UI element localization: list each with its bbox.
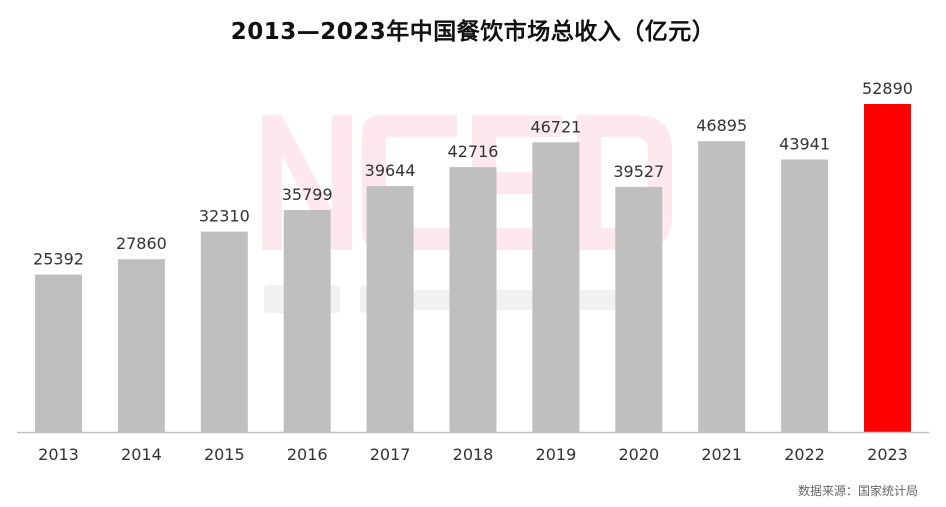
x-tick-labels-group: 2013 2014 2015 2016 2017 2018 2019 2020 2021 2022… (38, 445, 908, 464)
x-tick-label-2023: 2023 (867, 445, 908, 464)
value-label-2013: 25392 (33, 250, 84, 269)
value-label-2015: 32310 (199, 207, 250, 226)
x-tick-label-2014: 2014 (121, 445, 162, 464)
x-tick-label-2021: 2021 (701, 445, 742, 464)
bar-2022 (781, 159, 829, 432)
bar-2020 (615, 186, 663, 432)
chart-title: 2013—2023年中国餐饮市场总收入（亿元） (230, 19, 716, 45)
bar-2023 (864, 104, 911, 432)
value-label-2018: 42716 (448, 142, 499, 161)
x-tick-label-2017: 2017 (370, 445, 411, 464)
value-labels-group: 25392 27860 32310 35799 39644 42716 46721 39527… (33, 79, 913, 269)
x-tick-label-2018: 2018 (453, 445, 494, 464)
value-label-2022: 43941 (779, 135, 830, 154)
bar-2021 (698, 141, 746, 432)
bar-2019 (532, 142, 580, 433)
value-label-2019: 46721 (530, 117, 581, 136)
bar-2014 (117, 259, 165, 432)
value-label-2023: 52890 (862, 79, 913, 98)
x-tick-label-2016: 2016 (287, 445, 328, 464)
value-label-2014: 27860 (116, 234, 167, 253)
bar-2013 (35, 274, 82, 432)
bars-group (35, 104, 911, 433)
value-label-2017: 39644 (365, 161, 416, 180)
source-note: 数据来源：国家统计局 (797, 484, 918, 498)
x-tick-label-2019: 2019 (536, 445, 577, 464)
x-tick-label-2015: 2015 (204, 445, 245, 464)
bar-2016 (283, 210, 331, 432)
bar-2015 (200, 231, 248, 432)
x-tick-label-2013: 2013 (38, 445, 79, 464)
value-label-2021: 46895 (696, 116, 747, 135)
value-label-2016: 35799 (282, 185, 333, 204)
bar-2017 (366, 186, 414, 432)
value-label-2020: 39527 (613, 162, 664, 181)
bar-2018 (449, 167, 497, 432)
x-tick-label-2022: 2022 (784, 445, 825, 464)
x-tick-label-2020: 2020 (618, 445, 659, 464)
